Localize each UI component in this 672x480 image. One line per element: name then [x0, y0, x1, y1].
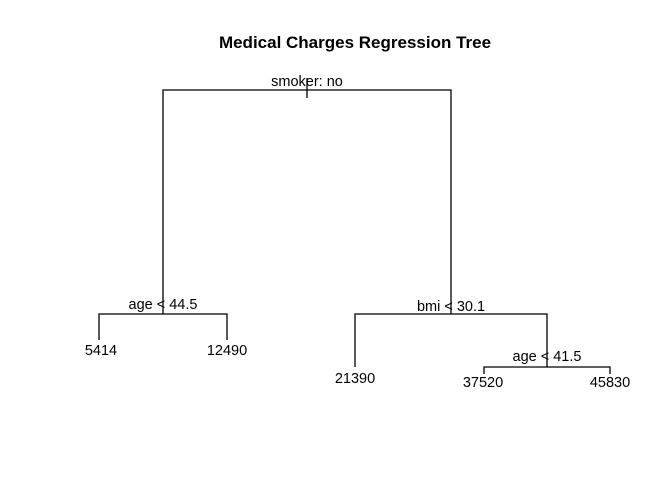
right-branch-line	[354, 313, 548, 367]
right-right-split-label: age < 41.5	[513, 349, 582, 365]
chart-title: Medical Charges Regression Tree	[219, 33, 491, 52]
left-branch-line	[98, 313, 228, 340]
leaf-value-rl: 21390	[335, 371, 375, 387]
right-split-label: bmi < 30.1	[417, 299, 485, 315]
leaf-value-rrl: 37520	[463, 375, 503, 391]
leaf-value-lr: 12490	[207, 343, 247, 359]
root-branch	[162, 78, 452, 314]
left-split-label: age < 44.5	[129, 297, 198, 313]
root-split-label: smoker: no	[271, 74, 343, 90]
leaf-value-ll: 5414	[85, 343, 117, 359]
right-right-branch-line	[483, 366, 611, 374]
leaf-value-rrr: 45830	[590, 375, 630, 391]
